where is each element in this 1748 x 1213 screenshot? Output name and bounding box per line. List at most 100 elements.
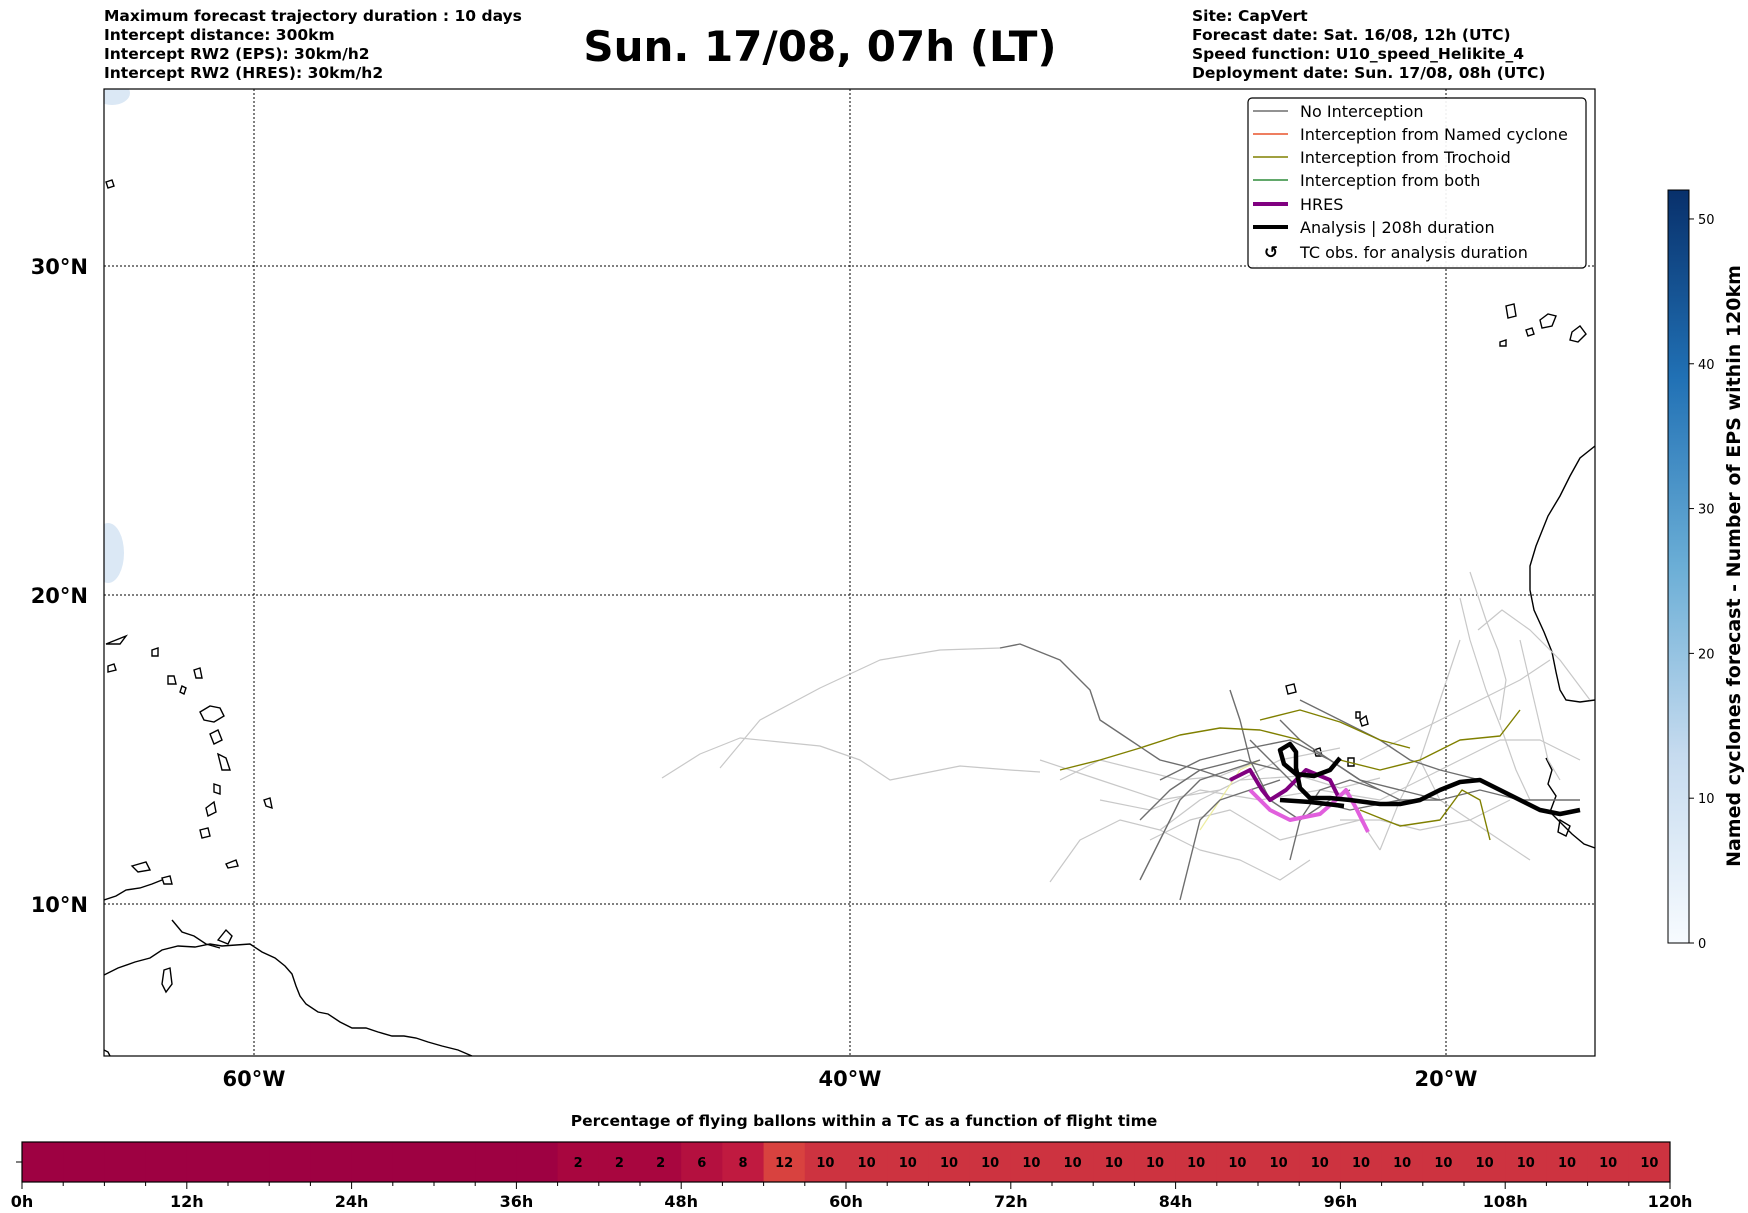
run-info-left: Maximum forecast trajectory duration : 1… xyxy=(104,7,522,83)
light-trajectories xyxy=(661,571,1591,883)
heatmap-cell-label: 6 xyxy=(697,1156,706,1171)
legend-label: Interception from both xyxy=(1300,171,1480,190)
lat-label-10n: 10°N xyxy=(31,893,88,917)
heatmap-cell xyxy=(1381,1142,1424,1182)
heatmap-cell xyxy=(228,1142,270,1182)
legend-label: No Interception xyxy=(1300,102,1424,121)
lon-label-60w: 60°W xyxy=(223,1067,286,1091)
legend-label: TC obs. for analysis duration xyxy=(1299,243,1528,262)
heatmap-cell xyxy=(969,1142,1012,1182)
lon-label-20w: 20°W xyxy=(1415,1067,1478,1091)
heatmap-cell-label: 10 xyxy=(1599,1156,1617,1171)
heatmap-cell-label: 10 xyxy=(1105,1156,1123,1171)
heatmap-tick-label: 24h xyxy=(335,1192,369,1211)
heatmap-cell xyxy=(722,1142,765,1182)
heatmap-cell-label: 10 xyxy=(1311,1156,1329,1171)
heatmap-cell-label: 10 xyxy=(1270,1156,1288,1171)
yellow-trajectories xyxy=(1199,759,1261,831)
heatmap-cell xyxy=(557,1142,600,1182)
heatmap-cell xyxy=(63,1142,105,1182)
heatmap-cell xyxy=(1216,1142,1259,1182)
hres-trajectory-late xyxy=(1248,788,1370,833)
cyclone-icon: ↺ xyxy=(1264,243,1278,263)
colorbar-tick-label: 30 xyxy=(1698,503,1715,518)
heatmap-cell xyxy=(1546,1142,1589,1182)
heatmap-tick-label: 120h xyxy=(1648,1192,1693,1211)
heatmap-tick-label: 12h xyxy=(170,1192,204,1211)
heatmap-tick-label: 96h xyxy=(1324,1192,1358,1211)
heatmap-cell-label: 10 xyxy=(1476,1156,1494,1171)
heatmap-cell xyxy=(1093,1142,1135,1182)
heatmap-cell xyxy=(1299,1142,1341,1182)
lat-label-20n: 20°N xyxy=(31,584,88,608)
heatmap-cell-label: 10 xyxy=(858,1156,876,1171)
tc-percentage-chart: Percentage of flying ballons within a TC… xyxy=(11,1112,1693,1211)
heatmap-cell-label: 10 xyxy=(816,1156,834,1171)
heatmap-cell xyxy=(145,1142,188,1182)
heatmap-cell-label: 10 xyxy=(1640,1156,1658,1171)
colorbar-ticks: 0 10 20 30 40 50 xyxy=(1689,213,1715,952)
map-frame xyxy=(103,88,1596,1057)
heatmap-cell xyxy=(22,1142,64,1182)
heatmap-cell xyxy=(1587,1142,1630,1182)
legend-label: Analysis | 208h duration xyxy=(1300,218,1495,237)
legend-label: HRES xyxy=(1300,195,1343,214)
heatmap-cell-label: 10 xyxy=(1064,1156,1082,1171)
heatmap-cell-label: 10 xyxy=(1228,1156,1246,1171)
heatmap-x-ticks: 0h 12h 24h 36h 48h 60h 72h 84h 96h 108h 120h xyxy=(11,1182,1693,1211)
heatmap-cell xyxy=(310,1142,353,1182)
colorbar-tick-label: 40 xyxy=(1698,358,1715,373)
speed-function-text: Speed function: U10_speed_Helikite_4 xyxy=(1192,45,1525,63)
heatmap-cell xyxy=(1010,1142,1053,1182)
heatmap-cell xyxy=(351,1142,394,1182)
heatmap-cell-label: 10 xyxy=(1558,1156,1576,1171)
legend-box xyxy=(1247,97,1587,269)
no-interception-trajectories xyxy=(999,643,1580,901)
heatmap-cell-label: 10 xyxy=(940,1156,958,1171)
heatmap-cell xyxy=(928,1142,971,1182)
heatmap-cell xyxy=(186,1142,229,1182)
heatmap-cell xyxy=(804,1142,847,1182)
max-duration-text: Maximum forecast trajectory duration : 1… xyxy=(104,7,522,25)
heatmap-cell xyxy=(1422,1142,1465,1182)
intercept-distance-text: Intercept distance: 300km xyxy=(104,26,335,44)
colorbar-tick-label: 20 xyxy=(1698,647,1715,662)
heatmap-tick-label: 0h xyxy=(11,1192,34,1211)
colorbar-label: Named cyclones forecast - Number of EPS … xyxy=(1723,265,1745,867)
heatmap-cell xyxy=(1258,1142,1300,1182)
trochoid-trajectories xyxy=(1059,709,1521,841)
forecast-date-text: Forecast date: Sat. 16/08, 12h (UTC) xyxy=(1192,26,1511,44)
heatmap-cell xyxy=(1505,1142,1547,1182)
heatmap-cell xyxy=(887,1142,929,1182)
analysis-trajectory-start xyxy=(1279,797,1345,809)
colorbar-gradient xyxy=(1667,189,1690,944)
heatmap-tick-label: 60h xyxy=(829,1192,863,1211)
heatmap-cell xyxy=(475,1142,517,1182)
heatmap-cell-label: 2 xyxy=(574,1156,583,1171)
heatmap-tick-label: 72h xyxy=(994,1192,1028,1211)
heatmap-cell xyxy=(1628,1142,1671,1182)
heatmap-cell-label: 10 xyxy=(981,1156,999,1171)
heatmap-cell-label: 10 xyxy=(899,1156,917,1171)
colorbar-tick-label: 50 xyxy=(1698,213,1715,228)
site-text: Site: CapVert xyxy=(1192,7,1308,25)
heatmap-cell-label: 10 xyxy=(1022,1156,1040,1171)
heatmap-cell-label: 10 xyxy=(1517,1156,1535,1171)
heatmap-cell xyxy=(392,1142,435,1182)
heatmap-tick-label: 36h xyxy=(500,1192,534,1211)
heatmap-tick-label: 84h xyxy=(1159,1192,1193,1211)
heatmap-tick-label: 108h xyxy=(1483,1192,1528,1211)
density-patch xyxy=(104,89,130,105)
legend-label: Interception from Named cyclone xyxy=(1300,125,1568,144)
heatmap-cell xyxy=(516,1142,559,1182)
heatmap-cell-label: 2 xyxy=(656,1156,665,1171)
heatmap-cell-label: 10 xyxy=(1434,1156,1452,1171)
run-info-right: Site: CapVert Forecast date: Sat. 16/08,… xyxy=(1192,7,1545,83)
colorbar: 0 10 20 30 40 50 Named cyclones forecast - Nu… xyxy=(1667,189,1745,952)
hres-trajectory xyxy=(1229,768,1342,802)
heatmap-cell-label: 8 xyxy=(738,1156,747,1171)
page-title: Sun. 17/08, 07h (LT) xyxy=(583,22,1057,71)
heatmap-cell xyxy=(269,1142,311,1182)
lat-label-30n: 30°N xyxy=(31,255,88,279)
legend-label: Interception from Trochoid xyxy=(1300,148,1511,167)
